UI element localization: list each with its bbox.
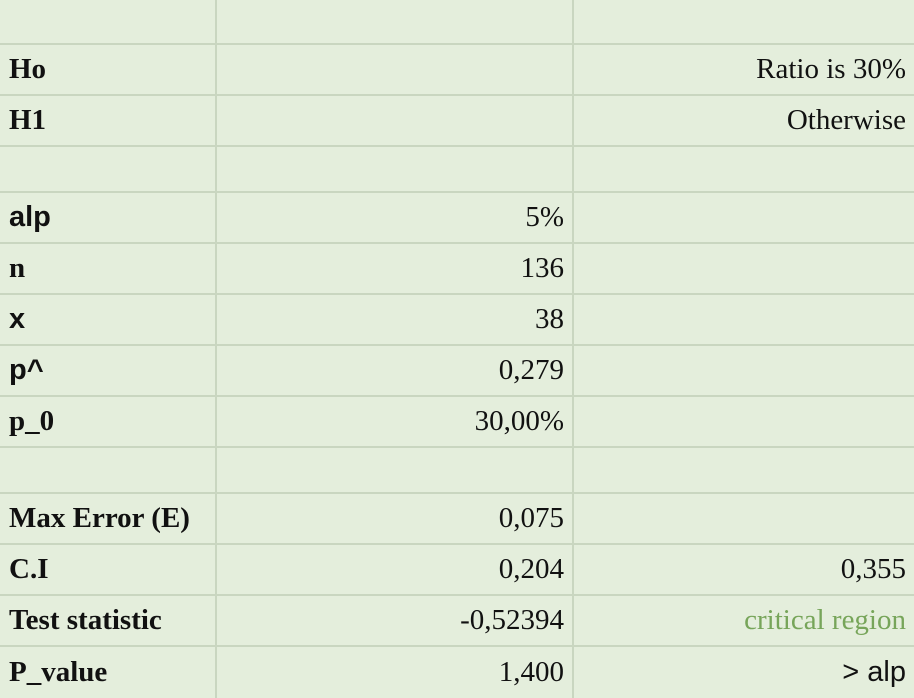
- cell-label[interactable]: [0, 0, 217, 43]
- table-row: n 136: [0, 244, 914, 295]
- cell-extra[interactable]: [574, 346, 914, 395]
- table-row: p^ 0,279: [0, 346, 914, 397]
- cell-label[interactable]: alp: [0, 193, 217, 242]
- cell-value[interactable]: -0,52394: [217, 596, 574, 645]
- table-row: x 38: [0, 295, 914, 346]
- cell-label[interactable]: C.I: [0, 545, 217, 594]
- cell-label[interactable]: Ho: [0, 45, 217, 94]
- cell-label[interactable]: [0, 448, 217, 492]
- cell-extra[interactable]: [574, 0, 914, 43]
- cell-value[interactable]: [217, 45, 574, 94]
- table-row: H1 Otherwise: [0, 96, 914, 147]
- cell-extra[interactable]: [574, 494, 914, 543]
- cell-extra[interactable]: > alp: [842, 656, 906, 688]
- cell-label[interactable]: P_value: [0, 647, 217, 698]
- table-row: Max Error (E) 0,075: [0, 494, 914, 545]
- cell-extra[interactable]: 0,355: [840, 553, 906, 585]
- cell-value[interactable]: 30,00%: [217, 397, 574, 446]
- cell-value[interactable]: 0,204: [217, 545, 574, 594]
- cell-label[interactable]: n: [0, 244, 217, 293]
- table-row: [0, 448, 914, 494]
- cell-label[interactable]: x: [0, 295, 217, 344]
- table-row: C.I 0,204 0,355: [0, 545, 914, 596]
- cell-extra[interactable]: [574, 147, 914, 191]
- cell-extra[interactable]: [574, 244, 914, 293]
- cell-value[interactable]: 38: [217, 295, 574, 344]
- cell-label[interactable]: p_0: [0, 397, 217, 446]
- table-row: alp 5%: [0, 193, 914, 244]
- table-row: [0, 0, 914, 45]
- cell-value[interactable]: [217, 0, 574, 43]
- cell-extra[interactable]: Ratio is 30%: [756, 53, 906, 85]
- cell-extra[interactable]: [574, 193, 914, 242]
- table-row: [0, 147, 914, 193]
- cell-value[interactable]: 0,279: [217, 346, 574, 395]
- cell-value[interactable]: [217, 96, 574, 145]
- cell-value[interactable]: 1,400: [217, 647, 574, 698]
- table-row: Test statistic -0,52394 critical region: [0, 596, 914, 647]
- cell-value[interactable]: 5%: [217, 193, 574, 242]
- cell-value[interactable]: 0,075: [217, 494, 574, 543]
- cell-label[interactable]: Test statistic: [0, 596, 217, 645]
- cell-label[interactable]: Max Error (E): [0, 494, 217, 543]
- cell-label[interactable]: H1: [0, 96, 217, 145]
- cell-extra[interactable]: [574, 397, 914, 446]
- cell-value[interactable]: [217, 448, 574, 492]
- table-row: Ho Ratio is 30%: [0, 45, 914, 96]
- cell-value[interactable]: [217, 147, 574, 191]
- table-row: p_0 30,00%: [0, 397, 914, 448]
- cell-extra[interactable]: critical region: [744, 604, 906, 636]
- cell-extra[interactable]: [574, 448, 914, 492]
- table-row: P_value 1,400 > alp: [0, 647, 914, 698]
- cell-extra[interactable]: [574, 295, 914, 344]
- cell-label[interactable]: [0, 147, 217, 191]
- cell-value[interactable]: 136: [217, 244, 574, 293]
- cell-label[interactable]: p^: [0, 346, 217, 395]
- cell-extra[interactable]: Otherwise: [786, 104, 906, 136]
